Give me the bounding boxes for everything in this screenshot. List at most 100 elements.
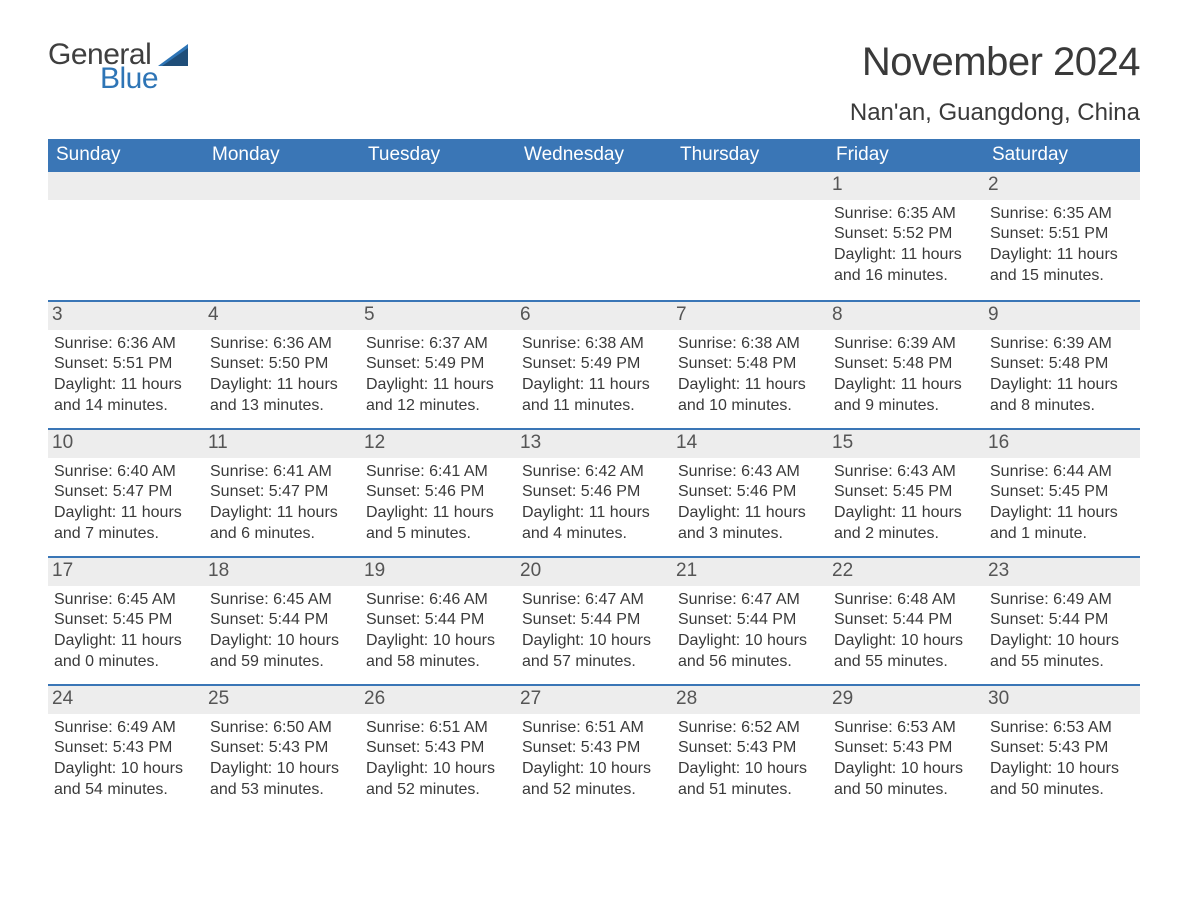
day-sunrise: Sunrise: 6:35 AM	[990, 204, 1134, 225]
day-daylight2: and 2 minutes.	[834, 524, 978, 545]
day-sunrise: Sunrise: 6:50 AM	[210, 718, 354, 739]
day-sunset: Sunset: 5:44 PM	[834, 610, 978, 631]
calendar-week: 24Sunrise: 6:49 AMSunset: 5:43 PMDayligh…	[48, 684, 1140, 812]
calendar-day: 22 Sunrise: 6:48 AMSunset: 5:44 PMDayligh…	[828, 558, 984, 684]
day-daylight1: Daylight: 10 hours	[210, 759, 354, 780]
day-info: Sunrise: 6:49 AMSunset: 5:43 PMDaylight:…	[54, 718, 198, 801]
calendar-day: 16 Sunrise: 6:44 AMSunset: 5:45 PMDayligh…	[984, 430, 1140, 556]
calendar-day	[204, 172, 360, 300]
day-number: 12	[360, 430, 516, 458]
day-daylight1: Daylight: 11 hours	[366, 375, 510, 396]
day-daylight2: and 7 minutes.	[54, 524, 198, 545]
calendar-day: 28 Sunrise: 6:52 AMSunset: 5:43 PMDayligh…	[672, 686, 828, 812]
weekday-header-cell: Wednesday	[516, 139, 672, 172]
day-daylight1: Daylight: 10 hours	[834, 759, 978, 780]
day-daylight1: Daylight: 10 hours	[210, 631, 354, 652]
day-sunset: Sunset: 5:43 PM	[678, 738, 822, 759]
weekday-header-cell: Thursday	[672, 139, 828, 172]
day-info: Sunrise: 6:38 AMSunset: 5:48 PMDaylight:…	[678, 334, 822, 417]
day-info: Sunrise: 6:47 AMSunset: 5:44 PMDaylight:…	[522, 590, 666, 673]
day-daylight1: Daylight: 11 hours	[522, 503, 666, 524]
day-sunset: Sunset: 5:46 PM	[522, 482, 666, 503]
day-info: Sunrise: 6:52 AMSunset: 5:43 PMDaylight:…	[678, 718, 822, 801]
day-number: 26	[360, 686, 516, 714]
day-daylight2: and 11 minutes.	[522, 396, 666, 417]
weekday-header-cell: Saturday	[984, 139, 1140, 172]
weeks-container: 1Sunrise: 6:35 AMSunset: 5:52 PMDaylight…	[48, 172, 1140, 812]
day-sunset: Sunset: 5:52 PM	[834, 224, 978, 245]
day-info: Sunrise: 6:45 AMSunset: 5:45 PMDaylight:…	[54, 590, 198, 673]
day-daylight1: Daylight: 10 hours	[366, 759, 510, 780]
day-daylight1: Daylight: 11 hours	[990, 245, 1134, 266]
day-sunset: Sunset: 5:48 PM	[834, 354, 978, 375]
day-sunset: Sunset: 5:48 PM	[678, 354, 822, 375]
calendar-day: 4Sunrise: 6:36 AMSunset: 5:50 PMDaylight…	[204, 302, 360, 428]
day-number	[672, 172, 828, 200]
day-sunrise: Sunrise: 6:38 AM	[678, 334, 822, 355]
calendar-day: 7Sunrise: 6:38 AMSunset: 5:48 PMDaylight…	[672, 302, 828, 428]
day-sunset: Sunset: 5:48 PM	[990, 354, 1134, 375]
day-daylight1: Daylight: 10 hours	[366, 631, 510, 652]
day-daylight2: and 52 minutes.	[522, 780, 666, 801]
day-info: Sunrise: 6:47 AMSunset: 5:44 PMDaylight:…	[678, 590, 822, 673]
day-daylight2: and 12 minutes.	[366, 396, 510, 417]
day-info: Sunrise: 6:48 AMSunset: 5:44 PMDaylight:…	[834, 590, 978, 673]
day-number: 13	[516, 430, 672, 458]
calendar-day: 29Sunrise: 6:53 AMSunset: 5:43 PMDayligh…	[828, 686, 984, 812]
day-sunset: Sunset: 5:51 PM	[54, 354, 198, 375]
day-sunrise: Sunrise: 6:44 AM	[990, 462, 1134, 483]
day-sunrise: Sunrise: 6:48 AM	[834, 590, 978, 611]
day-daylight1: Daylight: 11 hours	[366, 503, 510, 524]
calendar-day: 20Sunrise: 6:47 AMSunset: 5:44 PMDayligh…	[516, 558, 672, 684]
day-sunset: Sunset: 5:47 PM	[54, 482, 198, 503]
day-info: Sunrise: 6:41 AMSunset: 5:47 PMDaylight:…	[210, 462, 354, 545]
day-number: 5	[360, 302, 516, 330]
day-daylight1: Daylight: 11 hours	[54, 631, 198, 652]
day-number: 10	[48, 430, 204, 458]
day-number: 8	[828, 302, 984, 330]
day-daylight1: Daylight: 11 hours	[210, 375, 354, 396]
day-sunrise: Sunrise: 6:43 AM	[834, 462, 978, 483]
day-sunrise: Sunrise: 6:36 AM	[210, 334, 354, 355]
day-info: Sunrise: 6:39 AMSunset: 5:48 PMDaylight:…	[834, 334, 978, 417]
day-number: 25	[204, 686, 360, 714]
day-info: Sunrise: 6:39 AMSunset: 5:48 PMDaylight:…	[990, 334, 1134, 417]
day-number: 14	[672, 430, 828, 458]
day-daylight1: Daylight: 10 hours	[522, 631, 666, 652]
calendar-day: 14 Sunrise: 6:43 AMSunset: 5:46 PMDayligh…	[672, 430, 828, 556]
day-number	[516, 172, 672, 200]
day-daylight2: and 57 minutes.	[522, 652, 666, 673]
calendar-week: 3Sunrise: 6:36 AMSunset: 5:51 PMDaylight…	[48, 300, 1140, 428]
day-sunrise: Sunrise: 6:38 AM	[522, 334, 666, 355]
day-sunrise: Sunrise: 6:39 AM	[990, 334, 1134, 355]
day-number: 19	[360, 558, 516, 586]
brand-text-blue: Blue	[100, 64, 158, 94]
day-sunset: Sunset: 5:50 PM	[210, 354, 354, 375]
calendar-day: 19Sunrise: 6:46 AMSunset: 5:44 PMDayligh…	[360, 558, 516, 684]
day-sunrise: Sunrise: 6:51 AM	[366, 718, 510, 739]
day-daylight2: and 6 minutes.	[210, 524, 354, 545]
calendar-day: 23Sunrise: 6:49 AMSunset: 5:44 PMDayligh…	[984, 558, 1140, 684]
day-sunset: Sunset: 5:43 PM	[54, 738, 198, 759]
day-number: 15	[828, 430, 984, 458]
calendar-day: 3Sunrise: 6:36 AMSunset: 5:51 PMDaylight…	[48, 302, 204, 428]
calendar-day	[516, 172, 672, 300]
day-number: 16	[984, 430, 1140, 458]
header-row: General Blue November 2024 Nan'an, Guang…	[48, 40, 1140, 127]
day-daylight1: Daylight: 10 hours	[54, 759, 198, 780]
day-sunset: Sunset: 5:49 PM	[522, 354, 666, 375]
day-daylight2: and 10 minutes.	[678, 396, 822, 417]
calendar-day: 15Sunrise: 6:43 AMSunset: 5:45 PMDayligh…	[828, 430, 984, 556]
day-info: Sunrise: 6:43 AMSunset: 5:46 PMDaylight:…	[678, 462, 822, 545]
day-sunset: Sunset: 5:46 PM	[678, 482, 822, 503]
day-daylight2: and 53 minutes.	[210, 780, 354, 801]
day-daylight2: and 8 minutes.	[990, 396, 1134, 417]
day-daylight1: Daylight: 11 hours	[54, 503, 198, 524]
day-sunset: Sunset: 5:44 PM	[366, 610, 510, 631]
day-number: 28	[672, 686, 828, 714]
day-daylight1: Daylight: 11 hours	[210, 503, 354, 524]
day-daylight1: Daylight: 10 hours	[678, 759, 822, 780]
day-info: Sunrise: 6:44 AMSunset: 5:45 PMDaylight:…	[990, 462, 1134, 545]
day-sunset: Sunset: 5:45 PM	[990, 482, 1134, 503]
day-number: 22	[828, 558, 984, 586]
